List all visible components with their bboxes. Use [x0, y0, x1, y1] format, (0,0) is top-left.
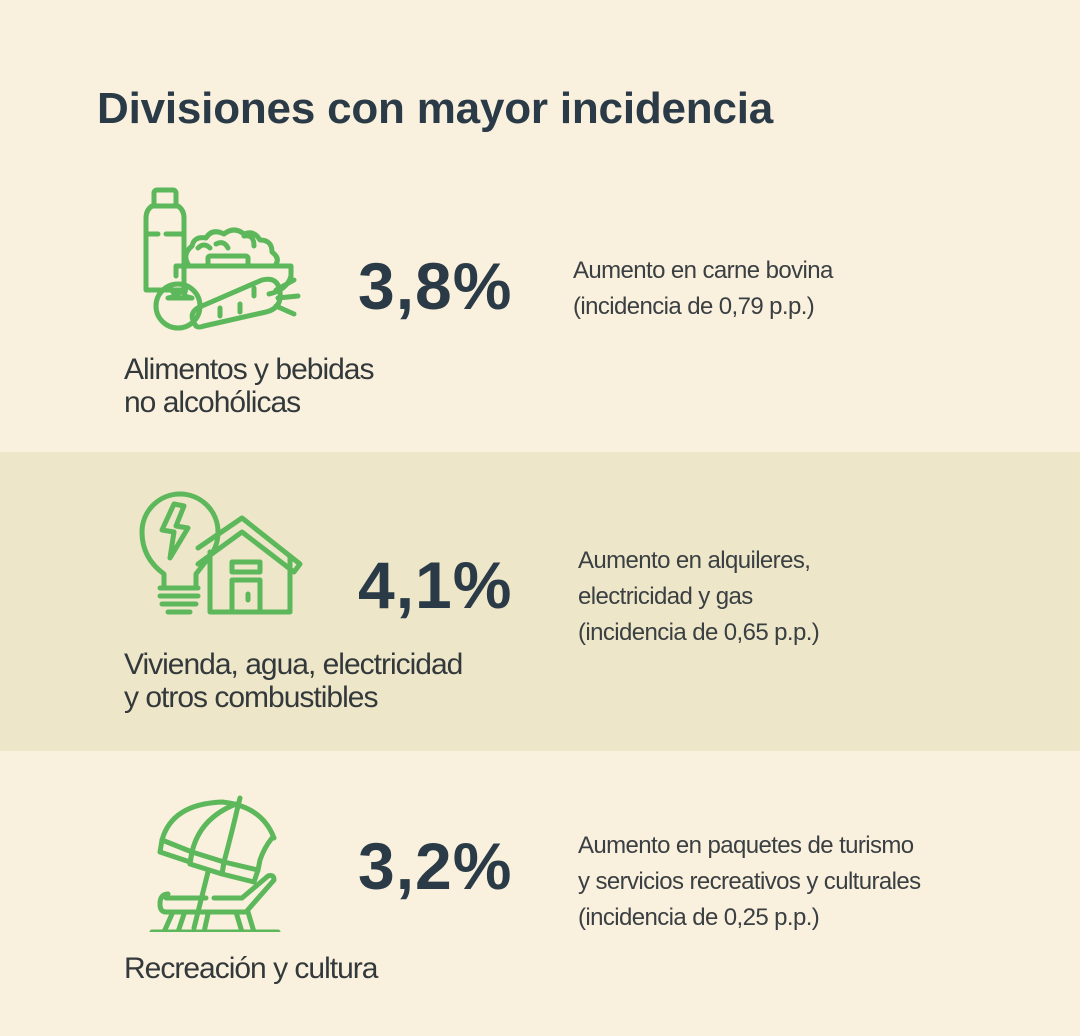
beach-umbrella-lounger-icon [148, 792, 283, 932]
description-recreation: Aumento en paquetes de turismo y servici… [578, 832, 921, 931]
percentage-housing: 4,1% [358, 548, 513, 622]
page-title: Divisiones con mayor incidencia [97, 84, 774, 133]
label-housing: Vivienda, agua, electricidad y otros com… [124, 648, 463, 714]
lightbulb-house-icon [138, 490, 303, 620]
percentage-food: 3,8% [358, 249, 513, 323]
label-food: Alimentos y bebidas no alcohólicas [124, 353, 374, 419]
description-food: Aumento en carne bovina (incidencia de 0… [573, 257, 833, 320]
description-housing: Aumento en alquileres, electricidad y ga… [578, 547, 820, 646]
percentage-recreation: 3,2% [358, 829, 513, 903]
groceries-icon [136, 186, 301, 331]
label-recreation: Recreación y cultura [124, 952, 378, 985]
